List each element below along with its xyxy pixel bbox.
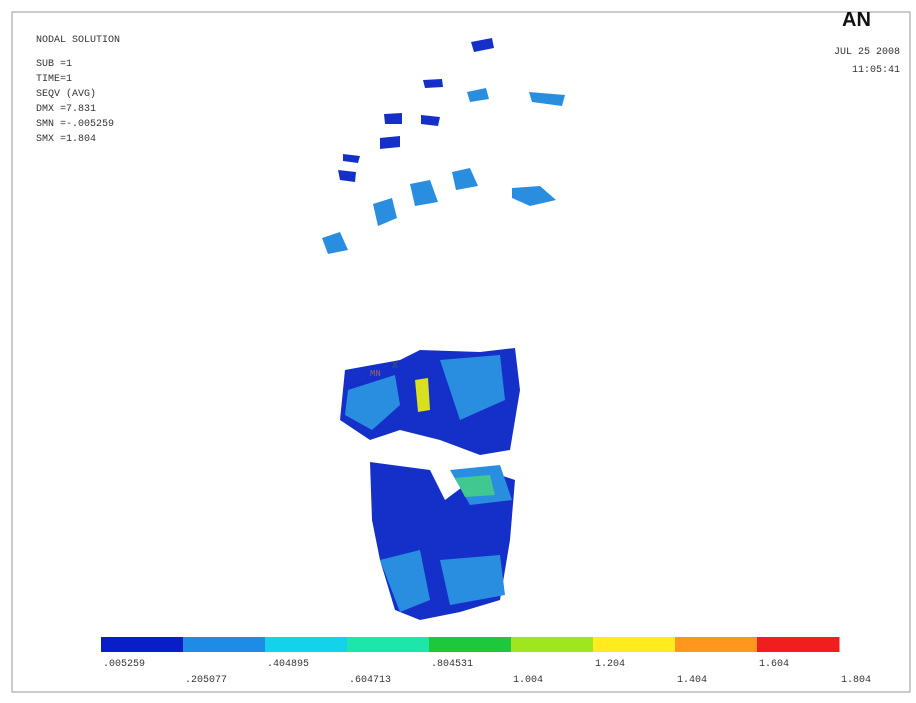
info-line: TIME=1 [36, 74, 72, 85]
color-band [593, 637, 676, 652]
color-band [101, 637, 184, 652]
colorbar-label: .804531 [431, 659, 473, 670]
min-marker: MN [370, 369, 381, 379]
color-band [183, 637, 266, 652]
logo: AN [842, 9, 871, 31]
color-band [757, 637, 840, 652]
colorbar-label: 1.404 [677, 675, 707, 686]
colorbar-label: 1.204 [595, 659, 625, 670]
colorbar-label: 1.004 [513, 675, 543, 686]
color-band [511, 637, 594, 652]
color-band [429, 637, 512, 652]
info-line: SMX =1.804 [36, 134, 96, 145]
date: JUL 25 2008 [834, 47, 900, 58]
info-line: SUB =1 [36, 59, 72, 70]
title: NODAL SOLUTION [36, 35, 120, 46]
info-line: SMN =-.005259 [36, 119, 114, 130]
colorbar-label: .404895 [267, 659, 309, 670]
info-line: DMX =7.831 [36, 104, 96, 115]
color-band [347, 637, 430, 652]
info-line: SEQV (AVG) [36, 88, 96, 100]
screenshot: NODAL SOLUTION SUB =1 TIME=1 SEQV (AVG) DMX… [0, 0, 916, 698]
axis-marker: X [392, 361, 398, 372]
colorbar-label: 1.804 [841, 675, 871, 686]
colorbar-label: .604713 [349, 675, 391, 686]
color-band [265, 637, 348, 652]
colorbar-label: 1.604 [759, 659, 789, 670]
time: 11:05:41 [852, 65, 900, 76]
colorbar-label: .005259 [103, 659, 145, 670]
colorbar-label: .205077 [185, 675, 227, 686]
color-band [675, 637, 758, 652]
